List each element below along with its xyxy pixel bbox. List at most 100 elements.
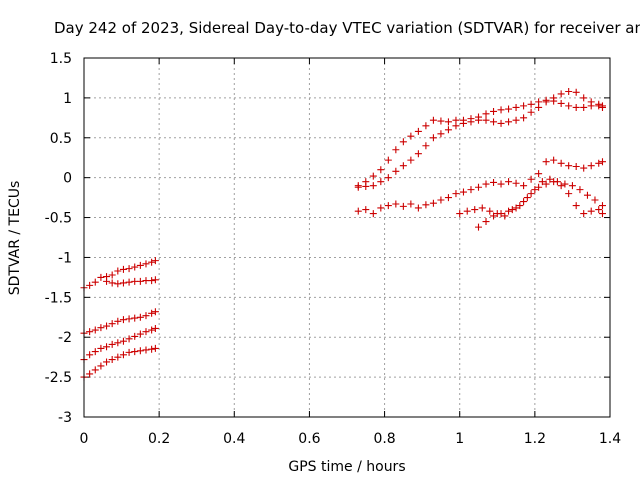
data-point: [505, 105, 513, 113]
data-point: [119, 265, 127, 273]
data-point: [103, 322, 111, 330]
data-point: [475, 116, 482, 124]
data-point: [490, 118, 498, 126]
data-point: [151, 257, 159, 265]
data-point: [142, 346, 150, 354]
data-point: [369, 182, 377, 190]
data-point: [142, 260, 150, 268]
data-point: [151, 308, 159, 316]
data-point: [384, 202, 392, 210]
data-point: [527, 190, 535, 198]
data-point: [103, 343, 111, 351]
data-point: [497, 180, 505, 188]
x-tick-label: 1.2: [524, 431, 546, 447]
series-early-1: [80, 257, 159, 292]
data-point: [377, 204, 385, 212]
data-point: [392, 146, 400, 154]
data-point: [91, 348, 99, 356]
data-point: [114, 339, 122, 347]
data-point: [86, 370, 94, 378]
data-point: [467, 186, 475, 194]
x-tick-label: 0.2: [148, 431, 170, 447]
data-point: [535, 183, 543, 191]
data-point: [437, 196, 445, 204]
data-point: [119, 316, 127, 324]
data-point: [119, 337, 127, 345]
series-late-5: [475, 178, 606, 231]
data-point: [595, 102, 603, 110]
data-point: [505, 207, 513, 215]
data-point: [512, 116, 520, 124]
data-point: [136, 330, 144, 338]
data-point: [542, 158, 550, 166]
data-point: [142, 328, 150, 336]
data-point: [587, 102, 595, 110]
data-point: [422, 201, 430, 209]
data-point: [429, 116, 437, 124]
data-point: [598, 158, 606, 166]
data-point: [407, 200, 415, 208]
plot-frame: [83, 57, 611, 418]
data-point: [459, 119, 467, 127]
data-point: [384, 156, 392, 164]
data-point: [542, 98, 550, 106]
data-point: [471, 206, 479, 214]
data-point: [399, 162, 407, 170]
data-point: [384, 174, 392, 182]
data-point: [414, 127, 422, 135]
series-late-2: [354, 97, 606, 191]
series-early-3: [80, 308, 159, 337]
data-point: [482, 110, 490, 118]
data-point: [598, 202, 606, 210]
data-point: [463, 207, 471, 215]
data-point: [490, 178, 498, 186]
data-point: [456, 210, 464, 218]
data-point: [546, 175, 554, 183]
data-point: [565, 162, 573, 170]
data-point: [125, 278, 133, 286]
data-point: [505, 118, 513, 126]
data-point: [131, 314, 139, 322]
data-points: [80, 88, 606, 381]
data-point: [407, 132, 415, 140]
data-point: [136, 261, 144, 269]
data-point: [452, 190, 460, 198]
data-point: [444, 194, 452, 202]
data-point: [561, 180, 569, 188]
data-point: [114, 317, 122, 325]
data-point: [86, 281, 94, 289]
data-point: [501, 212, 509, 220]
data-point: [91, 326, 99, 334]
y-tick-label: -1.5: [45, 290, 72, 306]
data-point: [108, 271, 116, 279]
data-point: [362, 182, 370, 190]
data-point: [598, 103, 606, 111]
x-tick-label: 1.4: [599, 431, 621, 447]
data-point: [576, 186, 584, 194]
data-point: [459, 188, 467, 196]
data-point: [550, 156, 558, 164]
x-tick-label: 0.4: [223, 431, 245, 447]
data-point: [490, 212, 498, 220]
series-early-2: [103, 276, 159, 288]
data-point: [535, 170, 543, 178]
data-point: [97, 344, 105, 352]
data-point: [542, 180, 550, 188]
data-point: [486, 207, 494, 215]
data-point: [482, 180, 490, 188]
data-point: [414, 204, 422, 212]
data-point: [482, 116, 490, 124]
data-point: [475, 223, 482, 231]
data-point: [362, 206, 370, 214]
data-point: [354, 183, 362, 191]
data-point: [520, 114, 528, 122]
data-point: [527, 108, 535, 116]
data-point: [86, 351, 94, 359]
data-point: [86, 328, 94, 336]
y-tick-label: -3: [58, 410, 72, 426]
chart-title: Day 242 of 2023, Sidereal Day-to-day VTE…: [54, 19, 640, 37]
y-tick-label: -1: [58, 250, 72, 266]
data-point: [151, 344, 159, 352]
data-point: [148, 309, 156, 317]
